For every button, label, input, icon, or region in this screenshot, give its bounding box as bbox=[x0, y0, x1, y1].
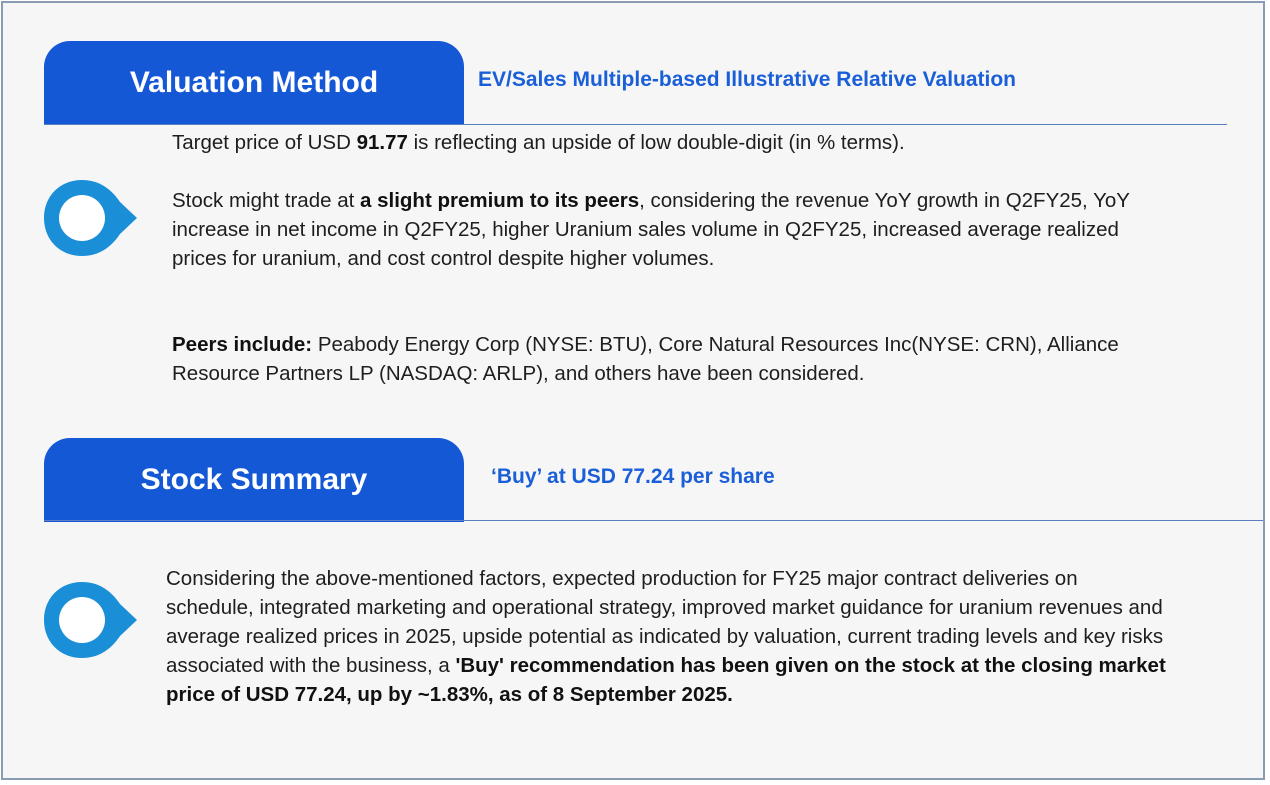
location-pin-bullet-icon bbox=[44, 180, 137, 256]
target-price-prefix: Target price of USD bbox=[172, 131, 357, 154]
premium-prefix: Stock might trade at bbox=[172, 189, 361, 212]
section-divider bbox=[44, 520, 1263, 521]
stock-summary-tab: Stock Summary bbox=[44, 438, 464, 522]
summary-paragraph: Considering the above-mentioned factors,… bbox=[166, 564, 1166, 709]
peers-label: Peers include: bbox=[172, 333, 313, 356]
location-pin-bullet-icon bbox=[44, 582, 137, 658]
target-price-text: Target price of USD 91.77 is reflecting … bbox=[172, 128, 1212, 157]
stock-summary-title: Stock Summary bbox=[140, 463, 368, 496]
target-price-suffix: is reflecting an upside of low double-di… bbox=[407, 131, 905, 154]
summary-text: Considering the above-mentioned factors,… bbox=[166, 567, 1164, 677]
premium-paragraph: Stock might trade at a slight premium to… bbox=[172, 186, 1172, 273]
peers-list: Peabody Energy Corp (NYSE: BTU), Core Na… bbox=[172, 333, 1119, 385]
target-price-value: 91.77 bbox=[356, 131, 408, 154]
valuation-method-tab: Valuation Method bbox=[44, 41, 464, 125]
premium-highlight: a slight premium to its peers bbox=[360, 189, 640, 212]
peers-paragraph: Peers include: Peabody Energy Corp (NYSE… bbox=[172, 330, 1212, 388]
section-divider bbox=[44, 124, 1227, 125]
buy-recommendation-text: 'Buy' recommendation has been given on t… bbox=[166, 654, 1166, 706]
valuation-method-title: Valuation Method bbox=[129, 66, 379, 99]
stock-summary-subtitle: ‘Buy’ at USD 77.24 per share bbox=[491, 465, 775, 488]
valuation-method-subtitle: EV/Sales Multiple-based Illustrative Rel… bbox=[478, 68, 1017, 91]
premium-suffix: , considering the revenue YoY growth in … bbox=[172, 189, 1130, 270]
